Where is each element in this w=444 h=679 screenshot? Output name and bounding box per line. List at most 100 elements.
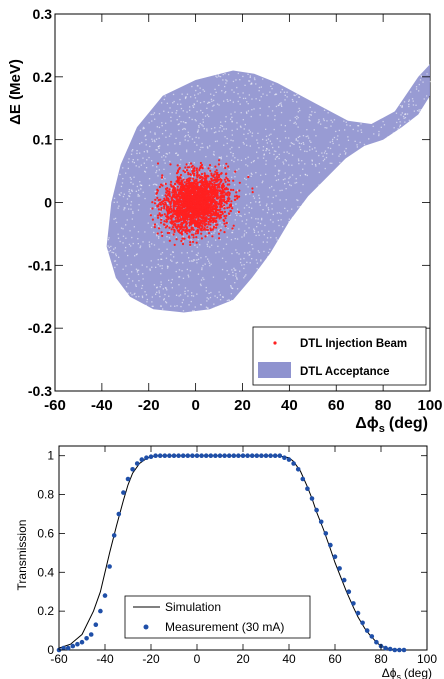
acceptance-speck [163, 241, 165, 243]
beam-point [197, 208, 200, 211]
beam-point [185, 217, 188, 220]
acceptance-speck [178, 276, 180, 278]
acceptance-speck [137, 209, 140, 211]
beam-point [163, 207, 166, 210]
beam-point [163, 197, 166, 200]
beam-point [201, 219, 205, 222]
acceptance-speck [249, 76, 251, 78]
acceptance-speck [213, 104, 215, 106]
acceptance-speck [130, 178, 132, 180]
beam-point [233, 195, 237, 198]
beam-point [175, 238, 178, 241]
acceptance-speck [273, 230, 275, 232]
acceptance-speck [214, 230, 216, 232]
beam-point [201, 187, 204, 190]
acceptance-speck [257, 231, 259, 233]
top-axis-ticks: -60 -40 -20 0 20 40 60 80 100-0.3-0.2-0.100.10.2… [28, 6, 443, 414]
acceptance-speck [186, 111, 188, 113]
beam-point [171, 191, 174, 194]
acceptance-speck [267, 115, 269, 117]
acceptance-speck [136, 185, 138, 188]
legend-label-acceptance: DTL Acceptance [300, 366, 389, 378]
acceptance-speck [157, 175, 159, 177]
beam-point [211, 189, 214, 192]
acceptance-speck [338, 129, 340, 132]
acceptance-speck [276, 137, 278, 140]
acceptance-speck [223, 144, 225, 146]
beam-point [227, 165, 230, 168]
acceptance-speck [187, 290, 189, 292]
acceptance-speck [268, 209, 270, 211]
beam-point [181, 207, 184, 210]
acceptance-speck [208, 260, 210, 262]
acceptance-speck [219, 157, 221, 159]
beam-point [211, 235, 214, 238]
beam-point [174, 216, 177, 219]
acceptance-speck [153, 112, 156, 114]
acceptance-speck [247, 174, 249, 177]
acceptance-speck [191, 85, 193, 88]
acceptance-speck [154, 132, 156, 134]
acceptance-speck [204, 263, 206, 265]
acceptance-speck [161, 252, 164, 254]
beam-point [167, 217, 170, 220]
acceptance-speck [284, 99, 286, 101]
acceptance-speck [163, 299, 165, 301]
acceptance-speck [148, 156, 150, 159]
beam-point [184, 209, 187, 212]
acceptance-speck [236, 252, 238, 254]
acceptance-speck [131, 150, 133, 152]
beam-point [182, 194, 185, 197]
acceptance-speck [279, 199, 281, 201]
beam-point [173, 222, 176, 225]
acceptance-speck [128, 195, 130, 197]
acceptance-speck [250, 115, 252, 118]
acceptance-speck [113, 218, 115, 220]
acceptance-speck [289, 176, 291, 178]
acceptance-speck [137, 269, 140, 271]
acceptance-speck [406, 113, 409, 115]
acceptance-speck [260, 259, 262, 261]
measurement-point [392, 647, 398, 653]
acceptance-speck [339, 153, 341, 155]
acceptance-speck [146, 298, 148, 301]
acceptance-speck [170, 133, 172, 135]
bottom-xtick-label: -60 [50, 652, 68, 666]
acceptance-speck [132, 242, 134, 245]
beam-point [168, 195, 171, 198]
acceptance-speck [251, 132, 254, 134]
acceptance-speck [116, 264, 118, 266]
acceptance-speck [198, 137, 200, 139]
beam-point [208, 197, 211, 200]
acceptance-speck [126, 274, 128, 276]
acceptance-speck [246, 261, 248, 263]
acceptance-speck [276, 239, 278, 241]
acceptance-speck [200, 284, 202, 287]
acceptance-speck [173, 256, 175, 258]
acceptance-speck [228, 73, 230, 76]
acceptance-speck [114, 217, 117, 220]
acceptance-speck [338, 144, 340, 146]
acceptance-speck [179, 163, 181, 166]
beam-point [210, 174, 213, 177]
acceptance-speck [189, 270, 192, 272]
beam-point [219, 213, 223, 217]
acceptance-speck [273, 153, 275, 156]
acceptance-speck [326, 153, 328, 155]
beam-point [188, 166, 191, 169]
beam-point [156, 216, 160, 219]
acceptance-speck [256, 226, 258, 228]
beam-point [165, 208, 168, 211]
acceptance-speck [360, 123, 362, 125]
beam-point [211, 196, 215, 200]
acceptance-speck [200, 109, 202, 112]
acceptance-speck [294, 121, 296, 123]
beam-point [160, 231, 163, 234]
acceptance-speck [314, 111, 316, 113]
beam-point [215, 169, 218, 172]
acceptance-speck [245, 158, 247, 160]
beam-point [180, 218, 183, 221]
measurement-point [346, 589, 352, 594]
acceptance-speck [246, 204, 248, 206]
acceptance-speck [175, 262, 177, 264]
